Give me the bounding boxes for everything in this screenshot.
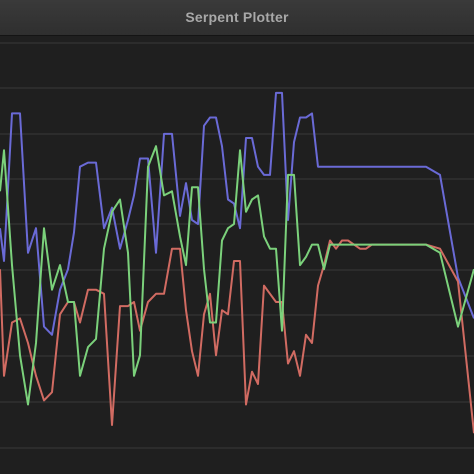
series-line-2 [0,145,474,406]
title-bar[interactable]: Serpent Plotter [0,0,474,36]
plot-area [0,36,474,474]
series-line-1 [0,239,474,434]
line-plot [0,42,474,449]
series-line-0 [0,91,474,336]
series-lines [0,91,474,434]
window-title: Serpent Plotter [185,9,289,25]
